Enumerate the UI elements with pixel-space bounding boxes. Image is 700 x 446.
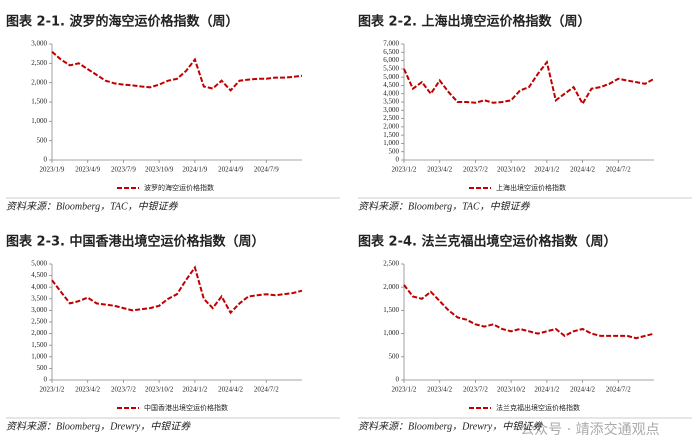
- x-tick-label: 2024/7/2: [254, 386, 279, 394]
- y-tick-label: 2,000: [383, 283, 399, 291]
- x-tick-label: 2023/1/2: [40, 386, 65, 394]
- x-tick-label: 2024/7/9: [254, 166, 279, 174]
- y-tick-label: 1,500: [31, 98, 47, 106]
- x-tick-label: 2023/7/2: [463, 386, 488, 394]
- y-tick-label: 2,500: [383, 114, 399, 122]
- data-line: [51, 50, 303, 92]
- y-tick-label: 3,500: [31, 294, 47, 302]
- y-tick-label: 5,000: [383, 73, 399, 81]
- y-tick-label: 4,000: [383, 89, 399, 97]
- y-tick-label: 1,000: [31, 117, 47, 125]
- legend-label: 波罗的海空运价格指数: [144, 183, 214, 192]
- y-tick-label: 2,000: [31, 78, 47, 86]
- data-line: [403, 59, 655, 106]
- legend-label: 中国香港出境空运价格指数: [144, 403, 228, 412]
- y-tick-label: 500: [37, 364, 48, 372]
- y-tick-label: 0: [396, 376, 400, 384]
- y-tick-label: 1,500: [383, 306, 399, 314]
- y-tick-label: 1,000: [383, 139, 399, 147]
- y-tick-label: 5,500: [383, 64, 399, 72]
- y-tick-label: 500: [389, 147, 400, 155]
- x-tick-label: 2023/10/2: [497, 166, 526, 174]
- x-tick-label: 2024/7/2: [606, 386, 631, 394]
- x-tick-label: 2023/10/2: [145, 386, 174, 394]
- source-note: 资料来源：Bloomberg，Drewry，中银证券: [358, 420, 543, 432]
- x-tick-label: 2024/1/2: [534, 386, 559, 394]
- x-tick-label: 2024/1/9: [182, 166, 207, 174]
- y-tick-label: 6,000: [383, 56, 399, 64]
- x-tick-label: 2024/4/9: [218, 166, 243, 174]
- y-tick-label: 0: [44, 376, 48, 384]
- data-line: [51, 265, 303, 315]
- watermark: 公众号 · 靖添交通观点: [520, 421, 659, 438]
- x-tick-label: 2023/1/9: [40, 166, 65, 174]
- y-tick-label: 4,500: [383, 81, 399, 89]
- x-tick-label: 2023/7/9: [111, 166, 136, 174]
- y-tick-label: 0: [396, 156, 400, 164]
- y-tick-label: 2,000: [31, 329, 47, 337]
- y-tick-label: 2,000: [383, 122, 399, 130]
- x-tick-label: 2024/1/2: [534, 166, 559, 174]
- y-tick-label: 3,500: [383, 98, 399, 106]
- data-line: [403, 284, 655, 340]
- legend-label: 法兰克福出境空运价格指数: [496, 403, 580, 412]
- y-tick-label: 2,500: [31, 318, 47, 326]
- x-tick-label: 2024/7/2: [606, 166, 631, 174]
- x-tick-label: 2023/4/2: [427, 166, 452, 174]
- y-tick-label: 1,000: [31, 352, 47, 360]
- x-tick-label: 2023/4/2: [427, 386, 452, 394]
- y-tick-label: 500: [37, 136, 48, 144]
- y-tick-label: 6,500: [383, 48, 399, 56]
- x-tick-label: 2024/4/2: [218, 386, 243, 394]
- chart-title: 图表 2-2. 上海出境空运价格指数（周）: [358, 14, 590, 30]
- y-tick-label: 4,000: [31, 283, 47, 291]
- legend-label: 上海出境空运价格指数: [496, 183, 566, 192]
- y-tick-label: 7,000: [383, 40, 399, 48]
- y-tick-label: 3,000: [31, 306, 47, 314]
- y-tick-label: 2,500: [31, 59, 47, 67]
- x-tick-label: 2024/4/2: [570, 166, 595, 174]
- y-tick-label: 1,500: [383, 131, 399, 139]
- y-tick-label: 0: [44, 156, 48, 164]
- y-tick-label: 4,500: [31, 271, 47, 279]
- chart-title: 图表 2-3. 中国香港出境空运价格指数（周）: [6, 234, 264, 250]
- x-tick-label: 2023/7/2: [111, 386, 136, 394]
- y-tick-label: 500: [389, 352, 400, 360]
- x-tick-label: 2023/1/2: [392, 386, 417, 394]
- y-tick-label: 1,500: [31, 341, 47, 349]
- x-tick-label: 2023/10/9: [145, 166, 174, 174]
- x-tick-label: 2024/1/2: [182, 386, 207, 394]
- x-tick-label: 2023/4/2: [75, 386, 100, 394]
- x-tick-label: 2024/4/2: [570, 386, 595, 394]
- y-tick-label: 2,500: [383, 260, 399, 268]
- y-tick-label: 1,000: [383, 329, 399, 337]
- y-tick-label: 3,000: [383, 106, 399, 114]
- x-tick-label: 2023/4/9: [75, 166, 100, 174]
- source-note: 资料来源：Bloomberg，TAC，中银证券: [358, 200, 531, 212]
- x-tick-label: 2023/1/2: [392, 166, 417, 174]
- y-tick-label: 3,000: [31, 40, 47, 48]
- source-note: 资料来源：Bloomberg，Drewry，中银证券: [6, 420, 191, 432]
- x-tick-label: 2023/10/2: [497, 386, 526, 394]
- chart-title: 图表 2-4. 法兰克福出境空运价格指数（周）: [358, 234, 616, 250]
- source-note: 资料来源：Bloomberg，TAC，中银证券: [6, 200, 179, 212]
- chart-title: 图表 2-1. 波罗的海空运价格指数（周）: [6, 14, 238, 30]
- x-tick-label: 2023/7/2: [463, 166, 488, 174]
- y-tick-label: 5,000: [31, 260, 47, 268]
